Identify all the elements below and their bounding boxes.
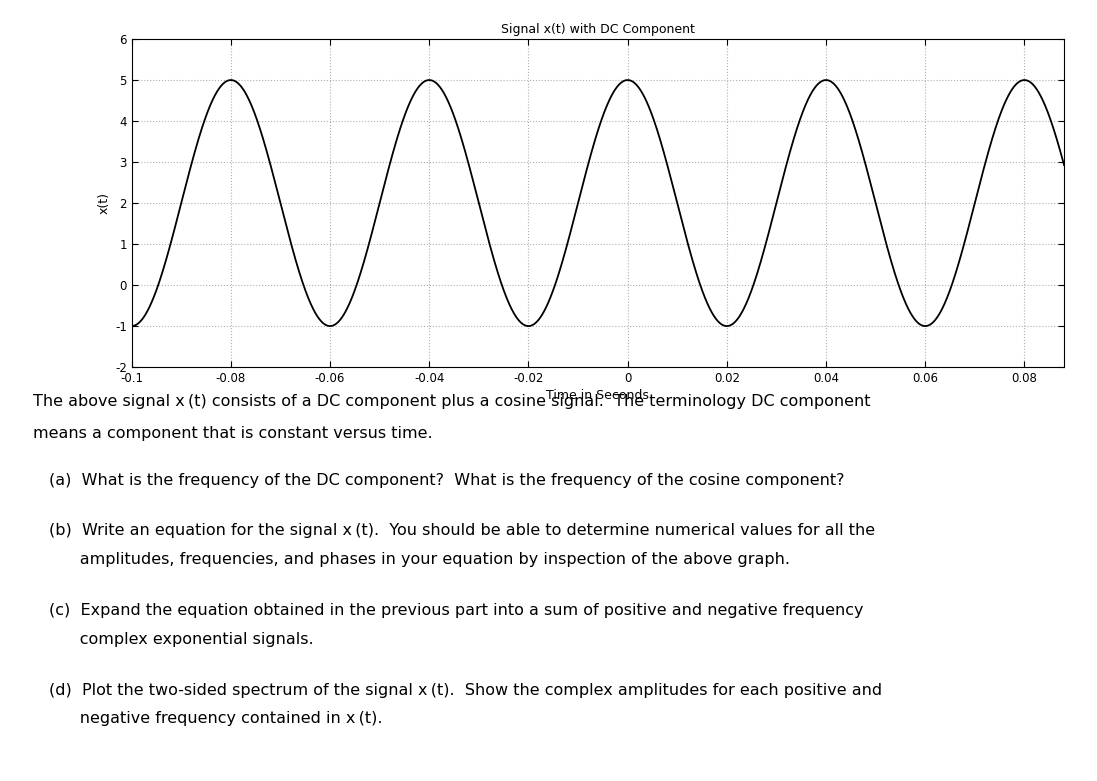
X-axis label: Time in Seconds: Time in Seconds <box>546 389 649 402</box>
Title: Signal x(t) with DC Component: Signal x(t) with DC Component <box>501 23 694 37</box>
Text: (d)  Plot the two-sided spectrum of the signal x (t).  Show the complex amplitud: (d) Plot the two-sided spectrum of the s… <box>49 683 882 697</box>
Text: means a component that is constant versus time.: means a component that is constant versu… <box>33 426 432 440</box>
Text: (b)  Write an equation for the signal x (t).  You should be able to determine nu: (b) Write an equation for the signal x (… <box>49 523 875 538</box>
Text: complex exponential signals.: complex exponential signals. <box>49 632 314 647</box>
Text: (c)  Expand the equation obtained in the previous part into a sum of positive an: (c) Expand the equation obtained in the … <box>49 603 863 618</box>
Text: amplitudes, frequencies, and phases in your equation by inspection of the above : amplitudes, frequencies, and phases in y… <box>49 552 790 567</box>
Y-axis label: x(t): x(t) <box>98 192 111 214</box>
Text: The above signal x (t) consists of a DC component plus a cosine signal.  The ter: The above signal x (t) consists of a DC … <box>33 394 870 409</box>
Text: (a)  What is the frequency of the DC component?  What is the frequency of the co: (a) What is the frequency of the DC comp… <box>49 473 845 487</box>
Text: negative frequency contained in x (t).: negative frequency contained in x (t). <box>49 711 383 726</box>
